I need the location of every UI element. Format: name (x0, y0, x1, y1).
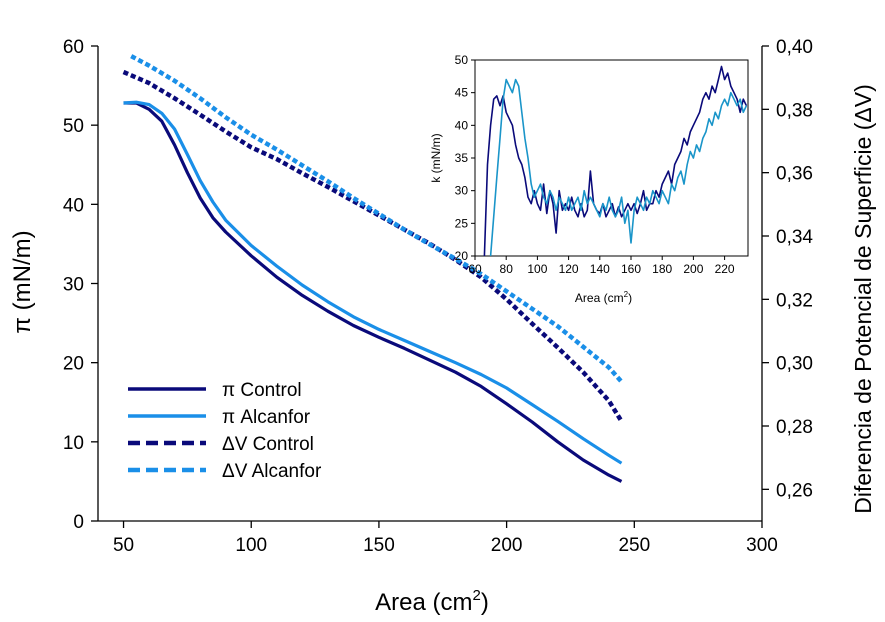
y2-tick-label: 0,30 (776, 354, 813, 375)
y2-tick-label: 0,34 (776, 227, 813, 248)
y-tick-label: 10 (63, 433, 84, 454)
x-axis-title: Area (cm2) (375, 587, 489, 616)
y2-tick-label: 0,28 (776, 417, 813, 438)
series-line-0 (123, 101, 623, 483)
legend: π Control π Alcanfor ΔV Control ΔV Alcanfor (128, 380, 322, 482)
legend-label-0: π Control (222, 380, 302, 401)
inset-x-axis-title-text: Area (cm (575, 291, 624, 305)
inset-y-tick-label: 20 (455, 249, 469, 263)
legend-label-3: ΔV Alcanfor (222, 461, 322, 482)
inset-x-tick-label: 100 (527, 262, 547, 276)
inset-x-axis-title: Area (cm2) (575, 290, 632, 305)
inset-x-tick-label: 220 (715, 262, 735, 276)
x-tick-label: 300 (746, 535, 778, 556)
y2-tick-label: 0,26 (776, 480, 813, 501)
inset-x-tick-label: 140 (590, 262, 610, 276)
y-tick-label: 20 (63, 354, 84, 375)
y-tick-label: 50 (63, 116, 84, 137)
y-axis-title: π (mN/m) (9, 230, 36, 333)
inset-x-tick-label: 60 (468, 262, 482, 276)
inset-chart: 60 80 100 120 140 160 180 200 220 20 25 30 35 40 45 50 A… (429, 53, 749, 305)
x-axis-title-text: Area (cm (375, 589, 472, 616)
inset-x-axis-title-sup: 2 (624, 290, 629, 299)
y2-tick-label: 0,36 (776, 164, 813, 185)
x-tick-label: 250 (618, 535, 650, 556)
inset-x-tick-label: 80 (500, 262, 514, 276)
inset-x-tick-label: 200 (683, 262, 703, 276)
inset-y-tick-label: 30 (455, 184, 469, 198)
inset-frame (474, 59, 749, 257)
x-tick-label: 50 (113, 535, 134, 556)
main-series (122, 54, 624, 483)
legend-label-2: ΔV Control (222, 434, 314, 455)
main-axes: 50 100 150 200 250 30001020304050600,260,280,… (63, 37, 814, 556)
inset-x-tick-label: 180 (652, 262, 672, 276)
x-tick-label: 200 (491, 535, 523, 556)
y-tick-label: 0 (73, 512, 84, 533)
x-tick-label: 100 (235, 535, 267, 556)
series-line-2 (122, 69, 624, 423)
inset-y-tick-label: 25 (455, 216, 469, 230)
inset-series-line-1 (489, 78, 748, 256)
inset-y-tick-label: 45 (455, 86, 469, 100)
y2-axis-title: Diferencia de Potencial de Superficie (Δ… (850, 84, 876, 514)
inset-x-axis-title-end: ) (628, 291, 632, 305)
inset-y-tick-label: 40 (455, 118, 469, 132)
inset-x-tick-label: 160 (621, 262, 641, 276)
inset-x-tick-label: 120 (559, 262, 579, 276)
y-tick-label: 30 (63, 275, 84, 296)
inset-series (483, 65, 748, 256)
series-line-1 (123, 100, 623, 465)
legend-label-1: π Alcanfor (222, 407, 311, 428)
inset-y-tick-label: 50 (455, 53, 469, 67)
x-axis-title-end: ) (481, 589, 489, 616)
inset-y-axis-title: k (mN/m) (429, 133, 443, 182)
y2-tick-label: 0,40 (776, 37, 813, 58)
y2-tick-label: 0,32 (776, 290, 813, 311)
x-tick-label: 150 (363, 535, 395, 556)
y-tick-label: 60 (63, 37, 84, 58)
y-tick-label: 40 (63, 195, 84, 216)
series-line-3 (130, 54, 624, 384)
x-axis-title-sup: 2 (473, 587, 481, 604)
y2-tick-label: 0,38 (776, 100, 813, 121)
inset-y-tick-label: 35 (455, 151, 469, 165)
